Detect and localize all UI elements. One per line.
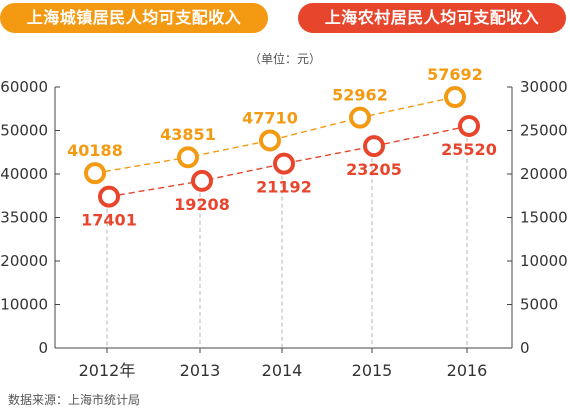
x-axis-ticks: 2012年 2013 2014 2015 2016 xyxy=(79,348,488,380)
rural-value-label: 25520 xyxy=(441,140,497,159)
urban-point xyxy=(349,106,371,129)
left-tick-label: 0 xyxy=(38,339,48,357)
urban-value-label: 43851 xyxy=(160,125,216,144)
x-tick-label: 2015 xyxy=(352,361,393,380)
rural-value-label: 17401 xyxy=(81,211,137,230)
left-tick-label: 10000 xyxy=(0,296,48,314)
rural-point xyxy=(98,185,120,208)
urban-value-label: 47710 xyxy=(242,108,298,127)
axes: 6000050000400003500020000100000300002500… xyxy=(0,78,567,357)
urban-value-label: 57692 xyxy=(427,65,483,84)
right-tick-label: 25000 xyxy=(520,122,568,140)
series-points xyxy=(84,86,480,208)
x-tick-label: 2013 xyxy=(180,361,221,380)
left-tick-label: 35000 xyxy=(0,209,48,227)
urban-point xyxy=(259,129,281,152)
left-tick-label: 40000 xyxy=(0,165,48,183)
left-tick-label: 20000 xyxy=(0,252,48,270)
urban-point xyxy=(444,86,466,109)
right-tick-label: 0 xyxy=(520,339,530,357)
rural-value-label: 21192 xyxy=(256,178,312,197)
unit-label: （单位：元） xyxy=(249,51,321,66)
left-tick-label: 50000 xyxy=(0,122,48,140)
rural-point xyxy=(458,114,480,137)
rural-line xyxy=(108,125,470,198)
series-lines xyxy=(94,96,470,198)
x-tick-label: 2014 xyxy=(262,361,303,380)
legend-rural-income: 上海农村居民人均可支配收入 xyxy=(298,3,566,33)
vertical-guides xyxy=(106,137,468,348)
rural-point xyxy=(363,135,385,158)
rural-value-label: 23205 xyxy=(346,160,402,179)
rural-point xyxy=(273,152,295,175)
legend-urban-income: 上海城镇居民人均可支配收入 xyxy=(0,3,268,33)
urban-point xyxy=(84,162,106,185)
x-tick-label: 2012年 xyxy=(79,361,136,380)
source-note: 数据来源：上海市统计局 xyxy=(8,392,140,407)
x-tick-label: 2016 xyxy=(447,361,488,380)
right-tick-label: 10000 xyxy=(520,252,568,270)
right-tick-label: 20000 xyxy=(520,165,568,183)
rural-value-label: 19208 xyxy=(174,195,230,214)
urban-point xyxy=(177,146,199,169)
left-tick-label: 60000 xyxy=(0,78,48,96)
rural-point xyxy=(191,169,213,192)
right-tick-label: 30000 xyxy=(520,78,568,96)
value-labels: 40188 43851 47710 52962 57692 17401 19208 21192… xyxy=(67,65,497,230)
right-tick-label: 5000 xyxy=(520,296,558,314)
urban-line xyxy=(94,96,456,174)
urban-value-label: 52962 xyxy=(332,86,388,105)
urban-value-label: 40188 xyxy=(67,141,123,160)
right-tick-label: 15000 xyxy=(520,209,568,227)
